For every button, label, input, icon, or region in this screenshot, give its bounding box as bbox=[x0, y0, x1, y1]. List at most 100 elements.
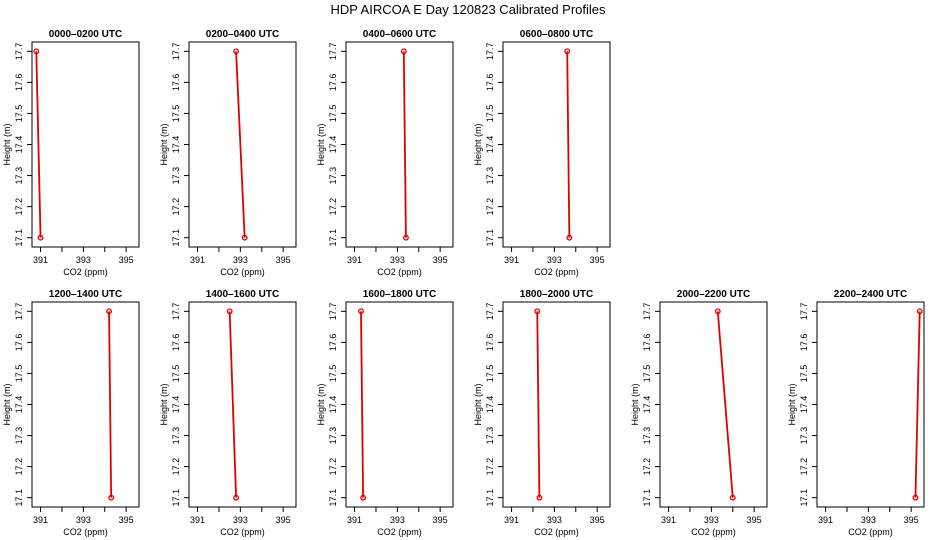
plot-frame bbox=[816, 301, 925, 508]
data-point bbox=[400, 48, 407, 55]
data-point bbox=[241, 234, 248, 241]
y-tick-label: 17.5 bbox=[642, 365, 652, 383]
x-axis-label: CO2 (ppm) bbox=[691, 527, 736, 537]
plot-frame bbox=[345, 41, 454, 248]
y-tick-label: 17.7 bbox=[642, 303, 652, 321]
panel-title: 0000–0200 UTC bbox=[49, 29, 122, 40]
x-tick-label: 395 bbox=[119, 515, 134, 525]
y-tick-label: 17.2 bbox=[799, 458, 809, 476]
data-point bbox=[360, 494, 367, 501]
x-axis-label: CO2 (ppm) bbox=[377, 527, 422, 537]
y-tick-label: 17.6 bbox=[14, 334, 24, 352]
x-tick-label: 393 bbox=[547, 515, 562, 525]
y-axis-label: Height (m) bbox=[473, 123, 483, 165]
y-tick-label: 17.1 bbox=[171, 489, 181, 507]
y-tick-label: 17.6 bbox=[799, 334, 809, 352]
y-axis-label: Height (m) bbox=[787, 383, 797, 425]
data-point bbox=[729, 494, 736, 501]
x-tick-label: 393 bbox=[704, 515, 719, 525]
data-point bbox=[402, 234, 409, 241]
y-axis-label: Height (m) bbox=[316, 383, 326, 425]
y-axis-label: Height (m) bbox=[159, 123, 169, 165]
y-tick-label: 17.2 bbox=[485, 198, 495, 216]
plot-frame bbox=[31, 301, 140, 508]
x-tick-label: 393 bbox=[76, 515, 91, 525]
x-tick-label: 391 bbox=[190, 515, 205, 525]
profile-line bbox=[402, 51, 407, 238]
y-tick-label: 17.2 bbox=[14, 458, 24, 476]
y-tick-label: 17.5 bbox=[328, 105, 338, 123]
x-tick-label: 393 bbox=[233, 255, 248, 265]
panel-0: 0000–0200 UTC 391 393 395 17.1 17.2 17.3 17.4 17… bbox=[2, 29, 140, 277]
y-tick-label: 17.5 bbox=[328, 365, 338, 383]
x-tick-label: 391 bbox=[818, 515, 833, 525]
x-tick-label: 395 bbox=[747, 515, 762, 525]
panel-5: 1400–1600 UTC 391 393 395 17.1 17.2 17.3 17.4 17… bbox=[159, 289, 297, 537]
profile-line bbox=[536, 311, 541, 498]
x-axis-label: CO2 (ppm) bbox=[63, 527, 108, 537]
profile-line bbox=[35, 51, 42, 238]
x-tick-label: 395 bbox=[590, 515, 605, 525]
y-axis-label: Height (m) bbox=[159, 383, 169, 425]
y-tick-label: 17.4 bbox=[485, 136, 495, 154]
panel-title: 2200–2400 UTC bbox=[834, 289, 907, 300]
x-tick-label: 391 bbox=[33, 515, 48, 525]
x-tick-label: 391 bbox=[661, 515, 676, 525]
y-tick-label: 17.1 bbox=[14, 489, 24, 507]
x-tick-label: 395 bbox=[276, 515, 291, 525]
y-tick-label: 17.6 bbox=[328, 74, 338, 92]
y-tick-label: 17.3 bbox=[799, 427, 809, 445]
data-point bbox=[916, 308, 923, 315]
y-tick-label: 17.2 bbox=[642, 458, 652, 476]
y-tick-label: 17.4 bbox=[642, 396, 652, 414]
x-axis-label: CO2 (ppm) bbox=[534, 267, 579, 277]
data-point bbox=[564, 48, 571, 55]
x-axis-label: CO2 (ppm) bbox=[63, 267, 108, 277]
y-tick-label: 17.3 bbox=[485, 167, 495, 185]
profile-line bbox=[108, 311, 113, 498]
x-tick-label: 391 bbox=[347, 255, 362, 265]
y-axis-label: Height (m) bbox=[2, 123, 12, 165]
y-tick-label: 17.2 bbox=[171, 458, 181, 476]
x-tick-label: 395 bbox=[433, 515, 448, 525]
y-tick-label: 17.2 bbox=[328, 458, 338, 476]
data-point bbox=[714, 308, 721, 315]
y-tick-label: 17.6 bbox=[14, 74, 24, 92]
y-tick-label: 17.5 bbox=[171, 365, 181, 383]
data-point bbox=[226, 308, 233, 315]
x-tick-label: 393 bbox=[233, 515, 248, 525]
y-tick-label: 17.5 bbox=[14, 365, 24, 383]
panel-4: 1200–1400 UTC 391 393 395 17.1 17.2 17.3 17.4 17… bbox=[2, 289, 140, 537]
y-tick-label: 17.1 bbox=[485, 229, 495, 247]
y-axis-label: Height (m) bbox=[473, 383, 483, 425]
panel-2: 0400–0600 UTC 391 393 395 17.1 17.2 17.3 17.4 17… bbox=[316, 29, 454, 277]
x-tick-label: 395 bbox=[433, 255, 448, 265]
x-tick-label: 393 bbox=[76, 255, 91, 265]
y-tick-label: 17.7 bbox=[171, 43, 181, 61]
data-point bbox=[33, 48, 40, 55]
y-tick-label: 17.3 bbox=[328, 427, 338, 445]
y-tick-label: 17.7 bbox=[485, 303, 495, 321]
plot-frame bbox=[659, 301, 768, 508]
y-tick-label: 17.1 bbox=[171, 229, 181, 247]
profile-line bbox=[914, 311, 921, 498]
plot-frame bbox=[31, 41, 140, 248]
y-tick-label: 17.6 bbox=[171, 334, 181, 352]
y-tick-label: 17.1 bbox=[642, 489, 652, 507]
y-tick-label: 17.4 bbox=[328, 396, 338, 414]
data-point bbox=[106, 308, 112, 315]
x-tick-label: 391 bbox=[33, 255, 48, 265]
y-tick-label: 17.5 bbox=[171, 105, 181, 123]
y-tick-label: 17.5 bbox=[14, 105, 24, 123]
y-tick-label: 17.4 bbox=[171, 396, 181, 414]
x-tick-label: 391 bbox=[504, 255, 519, 265]
x-tick-label: 391 bbox=[190, 255, 205, 265]
y-tick-label: 17.3 bbox=[14, 167, 24, 185]
y-tick-label: 17.7 bbox=[799, 303, 809, 321]
data-point bbox=[37, 234, 44, 241]
y-tick-label: 17.4 bbox=[14, 396, 24, 414]
panel-9: 2200–2400 UTC 391 393 395 17.1 17.2 17.3 17.4 17… bbox=[787, 289, 925, 537]
x-tick-label: 393 bbox=[390, 515, 405, 525]
panel-8: 2000–2200 UTC 391 393 395 17.1 17.2 17.3 17.4 17… bbox=[630, 289, 768, 537]
y-tick-label: 17.5 bbox=[485, 365, 495, 383]
